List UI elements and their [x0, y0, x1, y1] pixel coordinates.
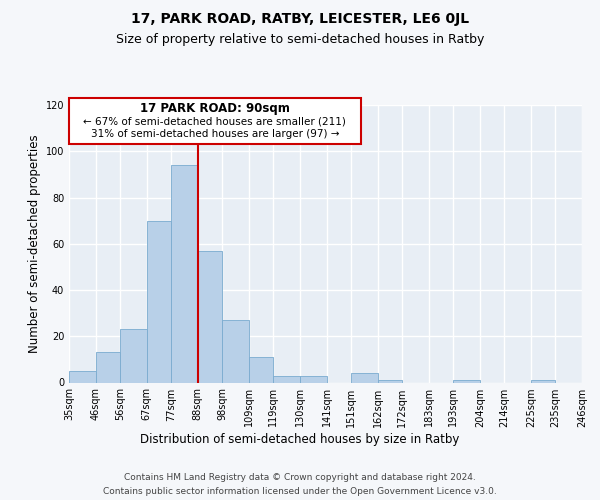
Text: 17 PARK ROAD: 90sqm: 17 PARK ROAD: 90sqm	[140, 102, 290, 115]
Bar	[378, 380, 402, 382]
Bar	[453, 380, 480, 382]
Text: Distribution of semi-detached houses by size in Ratby: Distribution of semi-detached houses by …	[140, 432, 460, 446]
Bar	[171, 165, 198, 382]
Text: 31% of semi-detached houses are larger (97) →: 31% of semi-detached houses are larger (…	[91, 128, 339, 138]
Bar	[300, 376, 327, 382]
Y-axis label: Number of semi-detached properties: Number of semi-detached properties	[28, 134, 41, 353]
Text: 17, PARK ROAD, RATBY, LEICESTER, LE6 0JL: 17, PARK ROAD, RATBY, LEICESTER, LE6 0JL	[131, 12, 469, 26]
Bar	[531, 380, 555, 382]
FancyBboxPatch shape	[69, 98, 361, 144]
Text: Size of property relative to semi-detached houses in Ratby: Size of property relative to semi-detach…	[116, 32, 484, 46]
Bar	[69, 371, 96, 382]
Bar	[147, 220, 171, 382]
Bar	[249, 357, 273, 382]
Text: Contains public sector information licensed under the Open Government Licence v3: Contains public sector information licen…	[103, 488, 497, 496]
Text: Contains HM Land Registry data © Crown copyright and database right 2024.: Contains HM Land Registry data © Crown c…	[124, 472, 476, 482]
Bar	[120, 330, 147, 382]
Bar	[96, 352, 120, 382]
Bar	[351, 373, 378, 382]
Text: ← 67% of semi-detached houses are smaller (211): ← 67% of semi-detached houses are smalle…	[83, 116, 346, 126]
Bar	[222, 320, 249, 382]
Bar	[273, 376, 300, 382]
Bar	[198, 250, 222, 382]
